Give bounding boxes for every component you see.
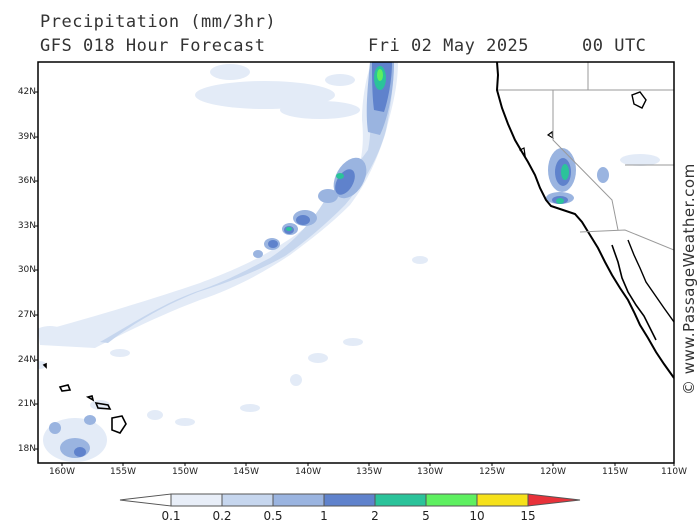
scale-label: 0.2 bbox=[212, 509, 232, 523]
lon-label: 120W bbox=[539, 467, 567, 477]
color-bar bbox=[119, 493, 581, 507]
lon-label: 150W bbox=[171, 467, 199, 477]
scale-label: 1 bbox=[320, 509, 328, 523]
lon-label: 160W bbox=[48, 467, 76, 477]
lon-label: 135W bbox=[355, 467, 383, 477]
map-frame bbox=[37, 61, 675, 464]
lat-label: 21N bbox=[17, 399, 36, 409]
lat-label: 24N bbox=[17, 355, 36, 365]
scale-label: 15 bbox=[520, 509, 536, 523]
coastline bbox=[495, 62, 674, 379]
lon-label: 140W bbox=[294, 467, 322, 477]
lat-label: 36N bbox=[17, 176, 36, 186]
lat-label: 39N bbox=[17, 132, 36, 142]
forecast-date: Fri 02 May 2025 bbox=[368, 36, 530, 56]
scale-label: 2 bbox=[371, 509, 379, 523]
lon-label: 110W bbox=[660, 467, 688, 477]
map-title: Precipitation (mm/3hr) bbox=[40, 12, 277, 32]
scale-label: 0.5 bbox=[263, 509, 283, 523]
scale-label: 0.1 bbox=[161, 509, 181, 523]
lon-label: 125W bbox=[478, 467, 506, 477]
scale-label: 10 bbox=[469, 509, 485, 523]
lat-label: 42N bbox=[17, 87, 36, 97]
forecast-time: 00 UTC bbox=[582, 36, 647, 56]
forecast-label: GFS 018 Hour Forecast bbox=[40, 36, 266, 56]
precip-field bbox=[38, 62, 674, 462]
lat-label: 30N bbox=[17, 265, 36, 275]
lon-label: 115W bbox=[601, 467, 629, 477]
lat-label: 33N bbox=[17, 221, 36, 231]
lon-label: 130W bbox=[416, 467, 444, 477]
lat-label: 18N bbox=[17, 444, 36, 454]
lon-label: 145W bbox=[232, 467, 260, 477]
lon-label: 155W bbox=[109, 467, 137, 477]
scale-label: 5 bbox=[422, 509, 430, 523]
lat-label: 27N bbox=[17, 310, 36, 320]
